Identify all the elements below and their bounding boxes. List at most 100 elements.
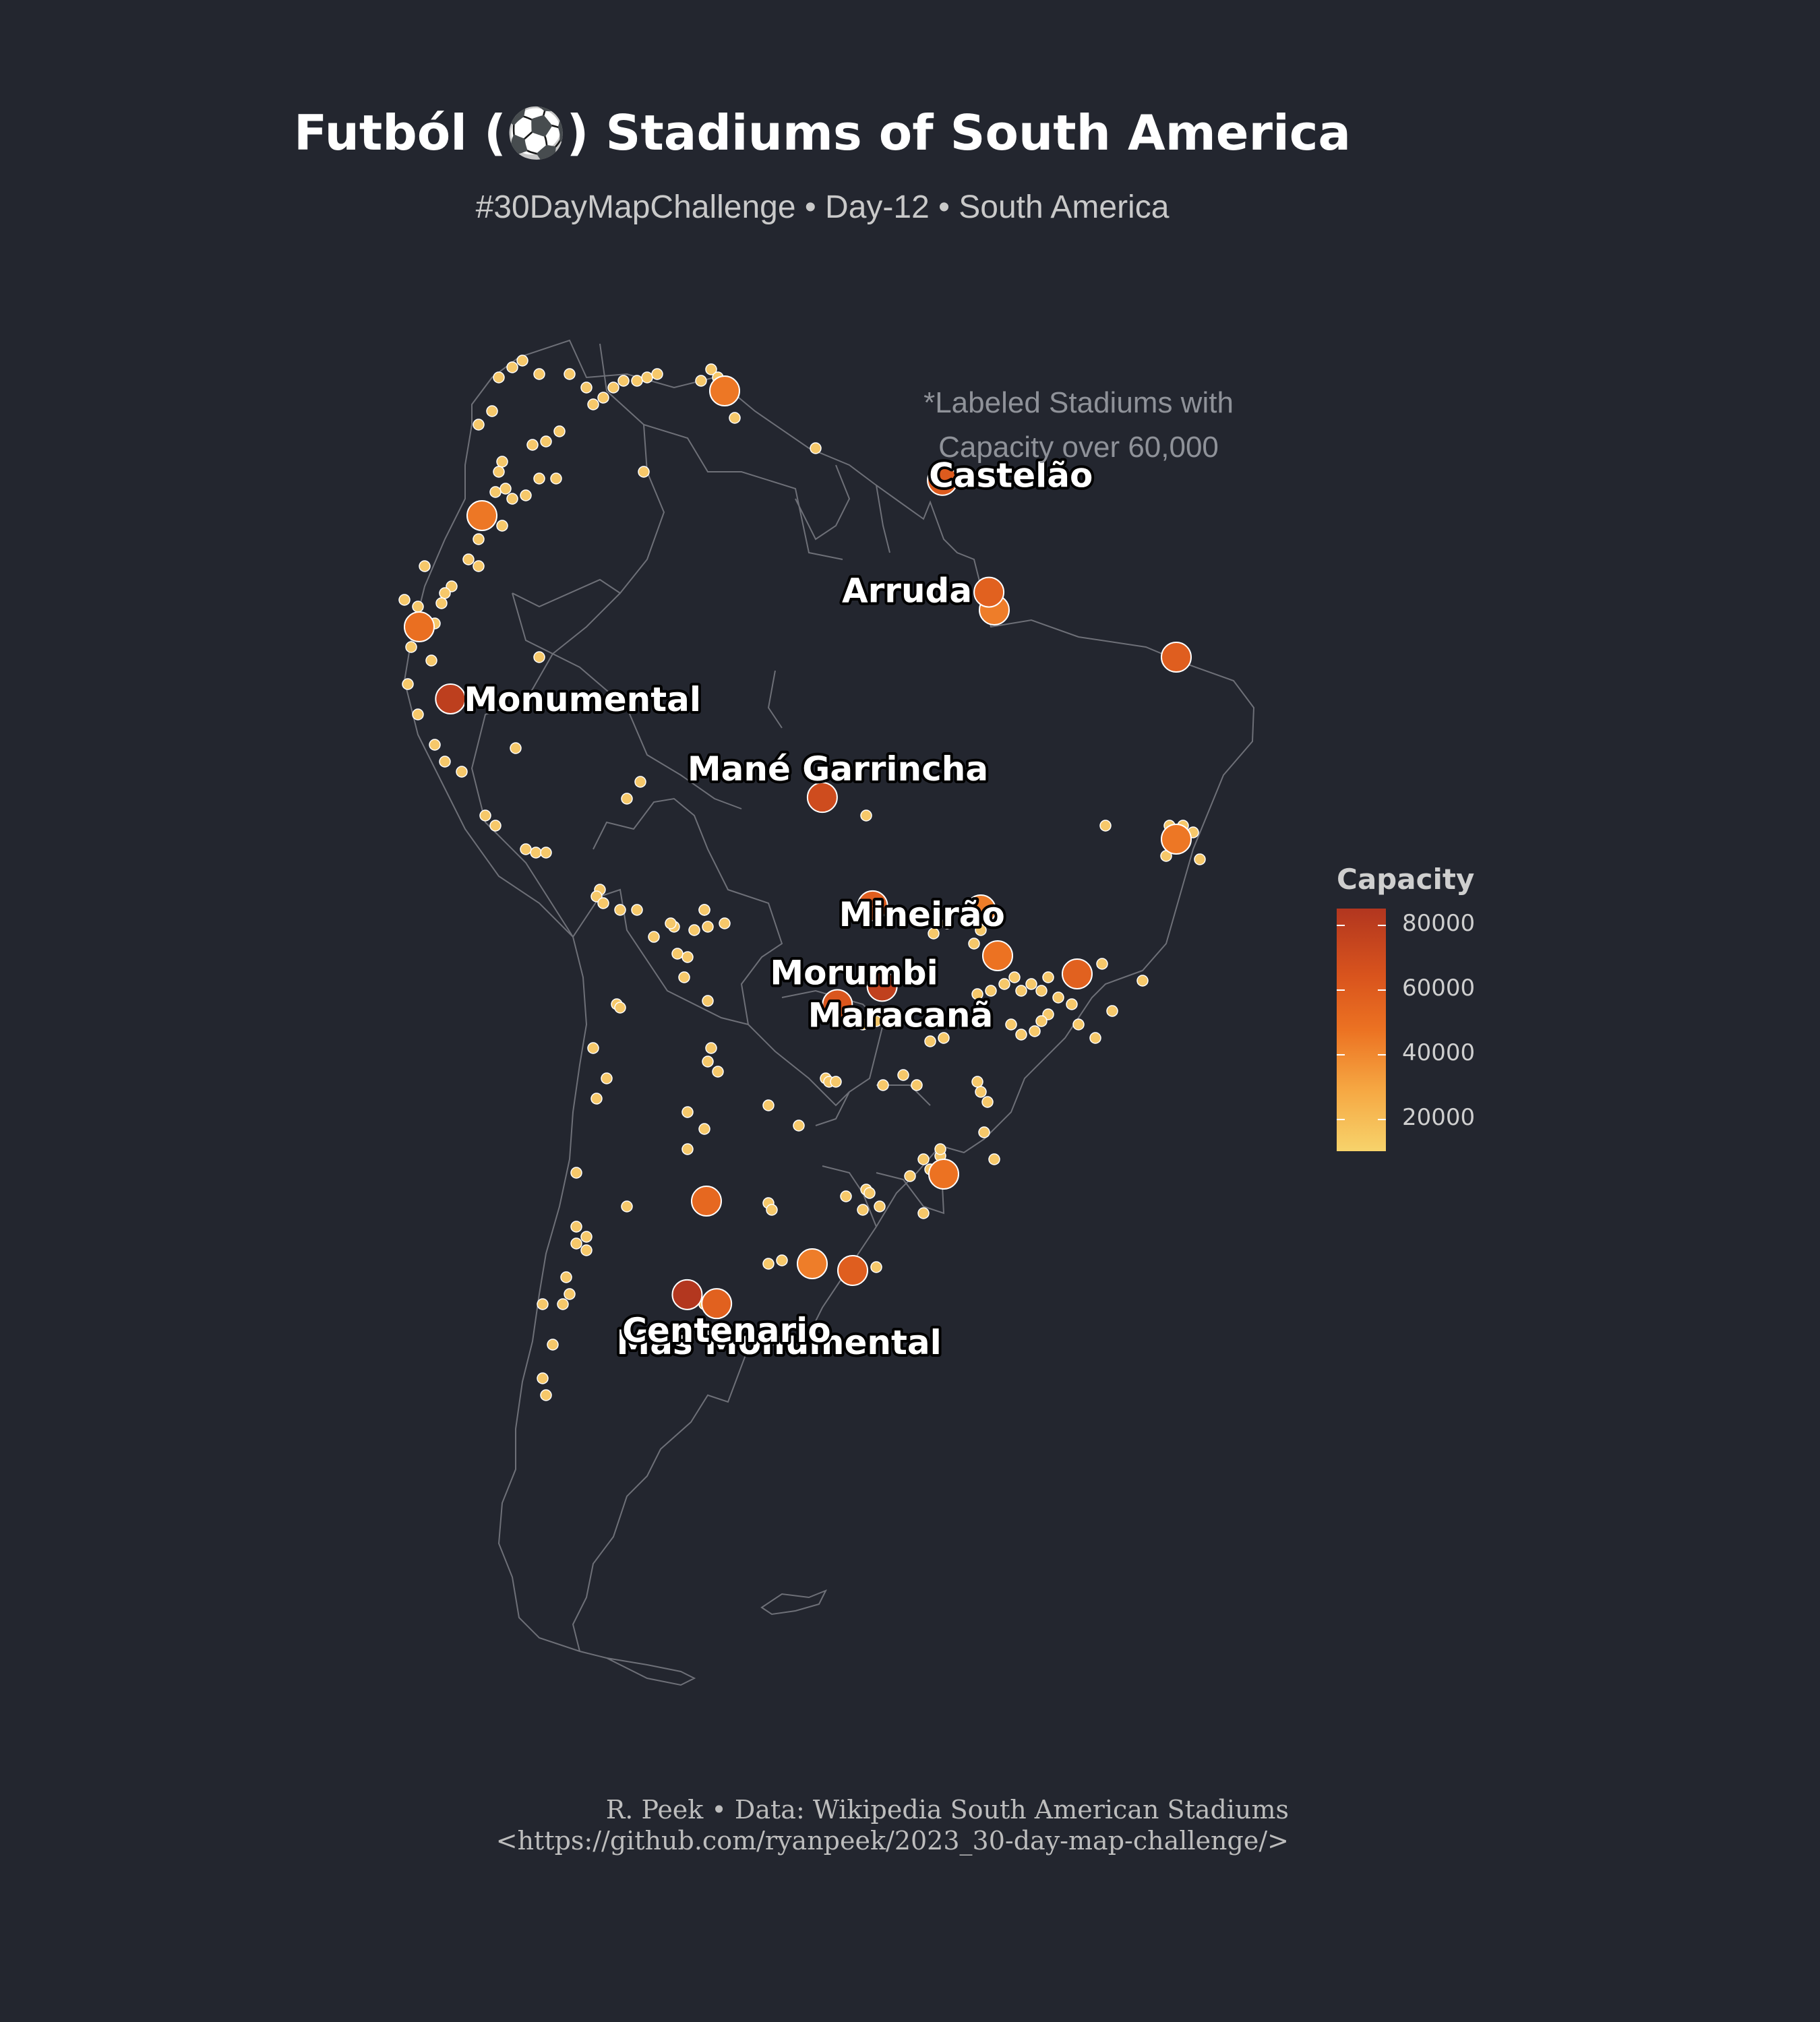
country-border <box>572 797 783 1026</box>
stadium-point <box>917 1153 930 1165</box>
note-line: *Labeled Stadiums with <box>923 386 1234 419</box>
stadium-point <box>419 560 431 572</box>
stadium-point <box>404 611 435 642</box>
stadium-point <box>982 940 1013 971</box>
stadium-point <box>638 466 650 478</box>
stadium-point <box>564 368 576 380</box>
stadium-point <box>904 1170 916 1182</box>
stadium-point <box>601 1072 613 1084</box>
stadium-point <box>877 1079 889 1091</box>
stadium-point <box>462 553 475 565</box>
country-border <box>815 1084 931 1227</box>
legend-tick-label: 60000 <box>1402 975 1476 1002</box>
stadium-point <box>496 520 508 532</box>
stadium-point <box>520 489 532 501</box>
stadium-point <box>793 1120 805 1132</box>
stadium-point <box>533 472 545 485</box>
stadium-point <box>776 1254 788 1266</box>
stadium-point <box>870 1261 882 1273</box>
stadium-point <box>975 1086 987 1098</box>
legend-tick-label: 80000 <box>1402 910 1476 937</box>
stadium-point <box>1072 1018 1085 1031</box>
stadium-point-labeled <box>701 1288 733 1320</box>
stadium-point <box>863 1187 876 1199</box>
stadium-point <box>965 894 996 925</box>
stadium-point <box>473 419 485 431</box>
stadium-point <box>412 708 424 721</box>
page-subtitle: #30DayMapChallenge • Day-12 • South Amer… <box>475 189 1170 225</box>
stadium-point <box>537 1298 549 1310</box>
stadium-point <box>874 1200 886 1213</box>
stadium-point <box>590 1093 603 1105</box>
stadium-point <box>702 1055 714 1068</box>
stadium-point <box>934 1143 946 1155</box>
stadium-label: Castelão <box>929 456 1093 495</box>
stadium-point-labeled <box>927 464 959 496</box>
legend-colorbar <box>1337 909 1386 1151</box>
stadium-point <box>762 1258 775 1270</box>
caption-line: <https://github.com/ryanpeek/2023_30-day… <box>495 1826 1289 1856</box>
stadium-point <box>570 1237 582 1250</box>
stadium-point <box>570 1167 582 1179</box>
caption: R. Peek • Data: Wikipedia South American… <box>337 1794 1289 1856</box>
stadium-point <box>840 1190 852 1202</box>
stadium-point <box>510 742 522 754</box>
stadium-label: Maracanã <box>808 995 994 1035</box>
stadium-point <box>978 1126 990 1138</box>
stadium-point-labeled <box>973 576 1005 608</box>
stadium-point <box>506 493 518 505</box>
stadium-point <box>621 793 633 805</box>
country-border <box>876 1145 945 1215</box>
stadium-point <box>499 483 512 495</box>
stadium-point <box>553 425 566 437</box>
stadium-point <box>547 1339 559 1351</box>
stadium-point <box>1029 1025 1041 1037</box>
stadium-point <box>560 1271 572 1283</box>
stadium-point <box>466 500 497 531</box>
stadium-point <box>985 985 997 997</box>
stadium-point <box>631 375 643 387</box>
stadium-point <box>1042 971 1054 983</box>
stadium-point <box>897 1069 909 1081</box>
stadium-point-labeled <box>671 1279 703 1310</box>
stadium-label: Monumental <box>464 680 701 719</box>
country-border <box>512 592 742 809</box>
stadium-point <box>1136 975 1149 987</box>
stadium-point <box>1161 824 1192 855</box>
stadium-point <box>479 809 491 822</box>
stadium-point <box>938 1032 950 1044</box>
stadium-point <box>621 1200 633 1213</box>
stadium-point <box>473 560 485 572</box>
stadium-point <box>516 355 528 367</box>
stadium-point <box>988 1153 1000 1165</box>
stadium-label: Mineirão <box>839 895 1005 934</box>
stadium-point-labeled <box>866 971 898 1002</box>
stadium-point <box>580 1244 593 1256</box>
stadium-point <box>493 371 505 384</box>
stadium-point <box>587 1042 599 1054</box>
stadium-point <box>425 654 437 667</box>
stadium-point <box>719 917 731 929</box>
stadium-point <box>860 809 872 822</box>
stadium-point <box>435 597 448 609</box>
stadium-point <box>1066 998 1078 1010</box>
stadium-point <box>540 435 552 448</box>
stadium-point <box>810 442 822 454</box>
stadium-point <box>526 439 539 451</box>
note-line: Capacity over 60,000 <box>938 431 1219 464</box>
stadium-point <box>705 1042 717 1054</box>
stadium-labels: Morumbi Castelão Arruda Monumental Mané Garr… <box>461 454 1095 1365</box>
country-border <box>471 592 621 938</box>
stadium-point <box>702 921 714 933</box>
stadium-point <box>533 368 545 380</box>
stadium-point <box>837 1255 868 1286</box>
stadium-point <box>506 361 518 373</box>
stadium-point <box>597 897 609 909</box>
stadium-point <box>1161 642 1192 673</box>
stadium-point <box>917 1207 930 1219</box>
stadium-point <box>1194 853 1206 865</box>
stadium-point <box>1005 1018 1017 1031</box>
country-border <box>512 343 665 608</box>
stadium-point <box>681 1143 694 1155</box>
